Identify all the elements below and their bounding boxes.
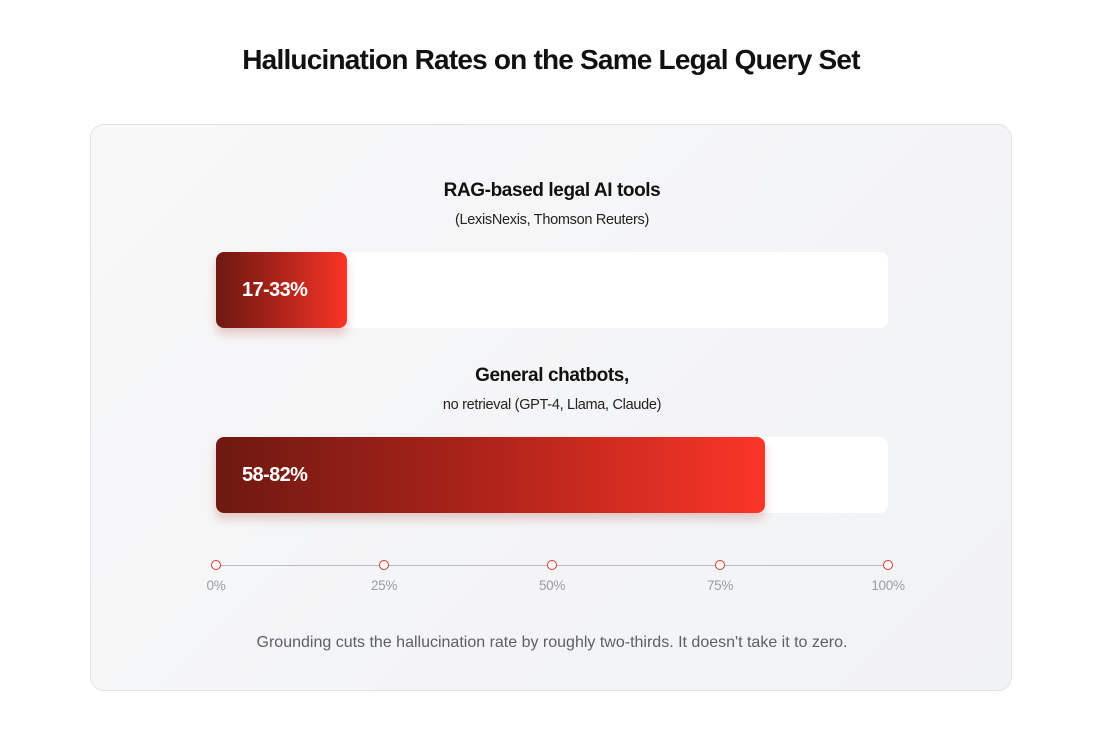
axis-marker <box>378 560 389 570</box>
axis-tick-label: 0% <box>206 578 226 593</box>
group-title-rag: RAG-based legal AI tools <box>443 180 661 201</box>
axis-tick-label: 100% <box>871 578 905 593</box>
group-title-chatbots: General chatbots, <box>475 365 629 386</box>
group-subtitle-rag: (LexisNexis, Thomson Reuters) <box>454 212 650 228</box>
axis-marker <box>714 560 725 570</box>
bar-chatbots: 58-82% <box>216 437 766 513</box>
axis-tick-label: 75% <box>706 578 734 593</box>
axis-tick-label: 50% <box>538 578 566 593</box>
group-subtitle-chatbots: no retrieval (GPT-4, Llama, Claude) <box>442 397 662 413</box>
chart-title: Hallucination Rates on the Same Legal Qu… <box>242 44 860 75</box>
axis-marker <box>210 560 221 570</box>
axis-marker <box>546 560 557 570</box>
axis-marker <box>882 560 893 570</box>
bar-label-chatbots: 58-82% <box>242 464 308 486</box>
bar-track-chatbots: 58-82% <box>216 437 888 513</box>
bar-track-rag: 17-33% <box>216 252 888 328</box>
chart-card: RAG-based legal AI tools (LexisNexis, Th… <box>90 124 1012 691</box>
bar-rag: 17-33% <box>216 252 348 328</box>
bar-label-rag: 17-33% <box>242 279 308 301</box>
chart-caption: Grounding cuts the hallucination rate by… <box>256 634 848 651</box>
axis-tick-label: 25% <box>370 578 398 593</box>
